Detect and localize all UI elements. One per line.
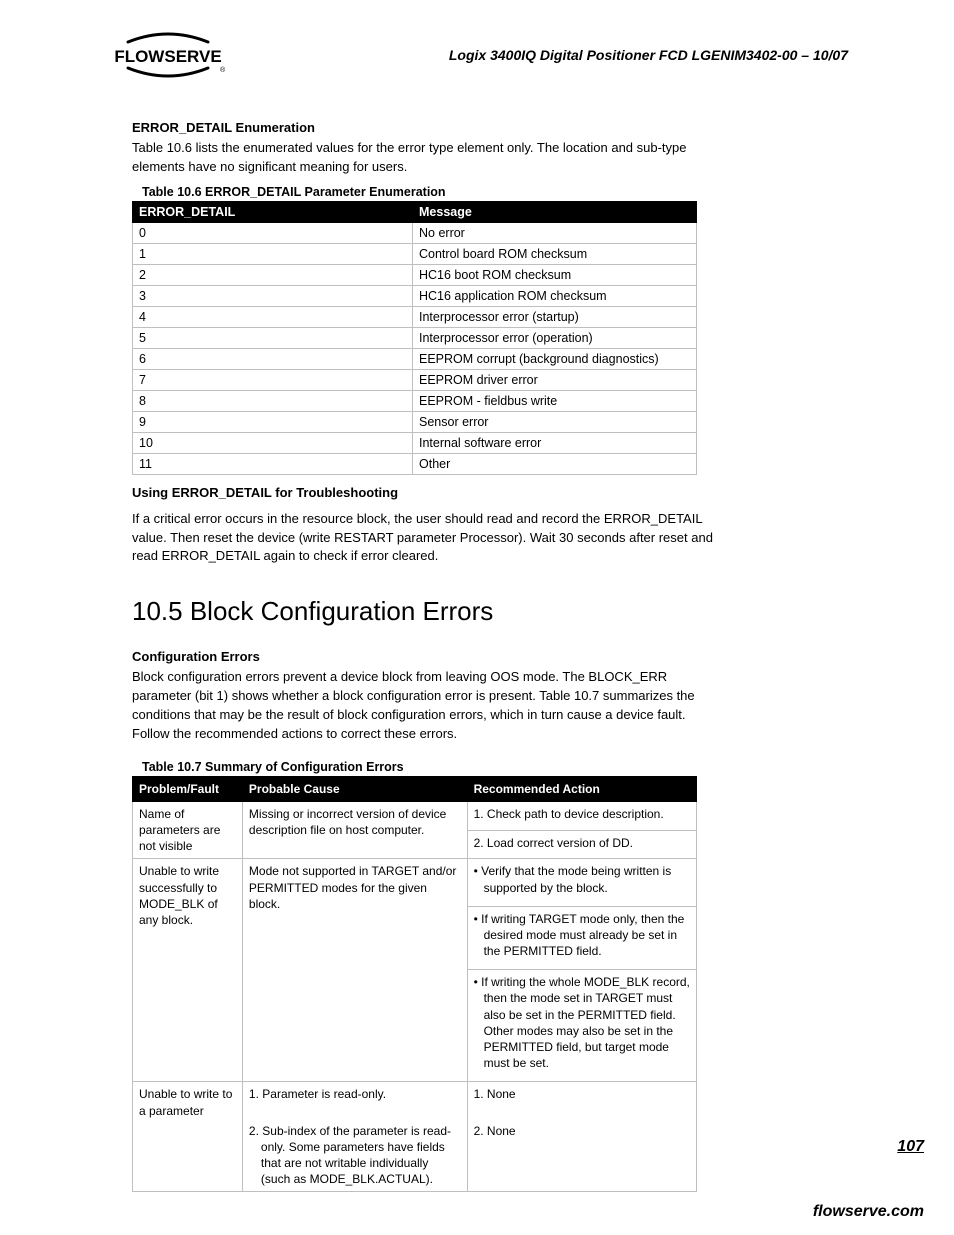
troubleshooting-heading: Using ERROR_DETAIL for Troubleshooting	[132, 485, 722, 500]
document-title: Logix 3400IQ Digital Positioner FCD LGEN…	[268, 47, 848, 63]
table-cell: No error	[413, 222, 697, 243]
table-10-6-caption: Table 10.6 ERROR_DETAIL Parameter Enumer…	[142, 185, 722, 199]
table-cell: Control board ROM checksum	[413, 243, 697, 264]
table-cell: 2. Load correct version of DD.	[467, 830, 696, 859]
logo-text: FLOWSERVE	[114, 47, 221, 66]
table-cell: 1. None	[467, 1082, 696, 1119]
error-detail-heading: ERROR_DETAIL Enumeration	[132, 120, 722, 135]
config-errors-heading: Configuration Errors	[132, 649, 722, 664]
table-cell: Interprocessor error (startup)	[413, 306, 697, 327]
table-cell: 5	[133, 327, 413, 348]
table-cell: HC16 application ROM checksum	[413, 285, 697, 306]
table-cell: 9	[133, 411, 413, 432]
table-cell: 10	[133, 432, 413, 453]
svg-text:®: ®	[220, 66, 226, 74]
table-cell: • If writing TARGET mode only, then the …	[467, 906, 696, 970]
flowserve-logo: FLOWSERVE ®	[108, 30, 228, 80]
footer-url: flowserve.com	[813, 1203, 924, 1221]
table-cell: 2. None	[467, 1119, 696, 1192]
col-action: Recommended Action	[467, 776, 696, 801]
table-cell: Mode not supported in TARGET and/or PERM…	[242, 859, 467, 1082]
table-10-7-caption: Table 10.7 Summary of Configuration Erro…	[142, 760, 722, 774]
table-cell: 1. Parameter is read-only.	[242, 1082, 467, 1119]
config-errors-table: Problem/Fault Probable Cause Recommended…	[132, 776, 697, 1193]
col-error-detail: ERROR_DETAIL	[133, 201, 413, 222]
table-cell: Name of parameters are not visible	[133, 801, 243, 859]
table-cell: 3	[133, 285, 413, 306]
table-cell: Missing or incorrect version of device d…	[242, 801, 467, 859]
troubleshooting-text: If a critical error occurs in the resour…	[132, 510, 722, 567]
table-cell: Unable to write successfully to MODE_BLK…	[133, 859, 243, 1082]
table-cell: EEPROM corrupt (background diagnostics)	[413, 348, 697, 369]
table-cell: 2. Sub-index of the parameter is read-on…	[242, 1119, 467, 1192]
table-cell: 11	[133, 453, 413, 474]
page-number: 107	[897, 1138, 924, 1156]
col-message: Message	[413, 201, 697, 222]
error-detail-intro: Table 10.6 lists the enumerated values f…	[132, 139, 722, 177]
table-cell: 1	[133, 243, 413, 264]
table-cell: 4	[133, 306, 413, 327]
table-cell: 7	[133, 369, 413, 390]
col-problem: Problem/Fault	[133, 776, 243, 801]
table-cell: EEPROM driver error	[413, 369, 697, 390]
page-header: FLOWSERVE ® Logix 3400IQ Digital Positio…	[108, 30, 848, 80]
section-10-5-title: 10.5 Block Configuration Errors	[132, 596, 722, 627]
table-cell: Interprocessor error (operation)	[413, 327, 697, 348]
table-cell: HC16 boot ROM checksum	[413, 264, 697, 285]
table-cell: Sensor error	[413, 411, 697, 432]
table-cell: 1. Check path to device description.	[467, 801, 696, 830]
col-cause: Probable Cause	[242, 776, 467, 801]
table-cell: • If writing the whole MODE_BLK record, …	[467, 970, 696, 1082]
error-detail-table: ERROR_DETAIL Message 0No error1Control b…	[132, 201, 697, 475]
table-cell: 2	[133, 264, 413, 285]
config-errors-intro: Block configuration errors prevent a dev…	[132, 668, 722, 743]
table-cell: Unable to write to a parameter	[133, 1082, 243, 1192]
table-cell: EEPROM - fieldbus write	[413, 390, 697, 411]
table-cell: 0	[133, 222, 413, 243]
table-cell: • Verify that the mode being written is …	[467, 859, 696, 906]
table-cell: 8	[133, 390, 413, 411]
table-cell: Internal software error	[413, 432, 697, 453]
table-cell: Other	[413, 453, 697, 474]
table-cell: 6	[133, 348, 413, 369]
